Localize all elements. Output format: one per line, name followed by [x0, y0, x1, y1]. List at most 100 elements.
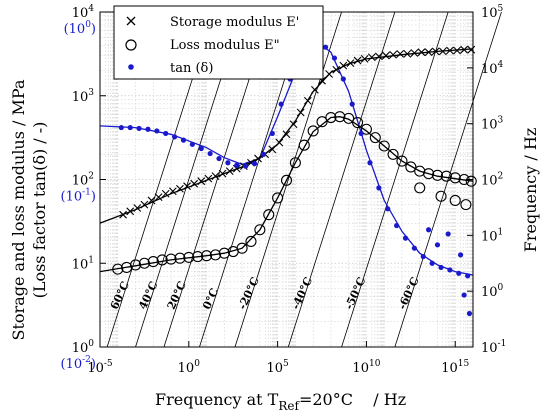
data-point-circle — [460, 199, 472, 211]
fit-curve — [99, 116, 474, 273]
data-point-circle — [449, 172, 461, 184]
data-point-circle — [449, 194, 461, 206]
data-point-x — [431, 47, 440, 56]
y-tan-tick-label: (100) — [64, 20, 96, 37]
y-left-tick-label: 102 — [72, 172, 94, 189]
data-point-circle — [465, 175, 477, 187]
data-point-circle — [378, 140, 390, 152]
data-point-circle — [414, 182, 426, 194]
data-point-dot — [163, 130, 169, 137]
data-point-x — [389, 50, 397, 59]
data-point-dot — [349, 101, 355, 107]
data-point-dot — [243, 163, 249, 169]
data-point-dot — [425, 227, 432, 233]
data-series — [112, 42, 477, 317]
data-point-x — [460, 45, 469, 54]
y-axis-label-right: Frequency / Hz — [521, 128, 540, 252]
series-circle — [112, 111, 477, 275]
data-point-dot — [118, 124, 124, 131]
data-point-circle — [369, 132, 381, 144]
x-axis-label-tail: =20°C / Hz — [299, 390, 406, 409]
x-tick-label: 105 — [266, 359, 289, 376]
isotherm-line — [287, 11, 396, 348]
data-point-x — [374, 52, 383, 61]
legend-marker-dot — [128, 64, 134, 70]
legend-box — [113, 5, 324, 80]
data-point-x — [140, 200, 149, 209]
data-point-circle — [316, 116, 328, 128]
data-point-dot — [402, 235, 409, 241]
data-point-x — [424, 48, 433, 57]
data-point-x — [183, 182, 191, 191]
data-point-dot — [445, 231, 451, 237]
data-point-x — [275, 138, 284, 147]
data-point-circle — [245, 235, 257, 248]
data-point-dot — [260, 151, 267, 157]
isotherm-label: -40°C — [289, 275, 315, 312]
x-tick-label: 1010 — [352, 359, 380, 376]
data-point-circle — [387, 148, 399, 160]
data-point-circle — [192, 250, 204, 263]
data-point-x — [453, 46, 461, 55]
data-point-dot — [127, 124, 133, 131]
data-point-dot — [411, 245, 417, 251]
data-point-circle — [272, 192, 284, 204]
data-point-circle — [334, 111, 346, 123]
x-tick-label: 10-5 — [87, 359, 113, 376]
legend-marker-x — [126, 16, 136, 26]
y-right-tick-label: 101 — [481, 227, 503, 244]
data-point-dot — [461, 292, 467, 298]
data-point-circle — [431, 169, 444, 181]
legend-label-tan: tan (δ) — [170, 61, 213, 76]
data-point-circle — [280, 174, 293, 186]
isotherm-label: -20°C — [236, 275, 262, 312]
data-point-x — [467, 45, 476, 54]
data-point-x — [119, 210, 127, 219]
data-point-circle — [129, 259, 142, 271]
data-point-x — [346, 59, 355, 67]
data-point-dot — [466, 310, 473, 317]
data-point-x — [446, 46, 454, 55]
fit-curve — [99, 44, 474, 276]
data-point-circle — [396, 155, 408, 167]
data-point-dot — [145, 126, 151, 132]
x-axis-label-main: Frequency at T — [155, 390, 279, 409]
data-point-x — [438, 47, 447, 56]
data-point-dot — [172, 134, 178, 140]
y-tan-tick-label: (10-2) — [61, 355, 96, 372]
data-point-circle — [289, 157, 301, 169]
data-point-x — [190, 179, 199, 188]
data-point-dot — [367, 160, 373, 166]
data-point-x — [360, 55, 369, 63]
data-point-x — [268, 145, 277, 154]
y-left-tick-label: 104 — [72, 4, 95, 21]
data-point-circle — [405, 161, 417, 173]
y-left-tick-label: 103 — [72, 88, 95, 105]
y-right-tick-label: 102 — [481, 172, 503, 189]
data-point-x — [225, 167, 234, 176]
data-point-circle — [440, 170, 452, 182]
data-point-x — [410, 49, 419, 57]
x-tick-label: 100 — [178, 359, 201, 376]
data-point-circle — [351, 117, 364, 129]
data-point-x — [417, 48, 426, 57]
data-point-x — [311, 85, 319, 94]
data-point-circle — [147, 256, 159, 268]
data-point-x — [154, 193, 163, 201]
data-point-x — [332, 65, 341, 74]
data-point-dot — [322, 44, 329, 50]
legend-label-loss: Loss modulus E" — [170, 38, 280, 53]
data-point-circle — [201, 250, 213, 262]
data-point-dot — [465, 273, 471, 279]
y-right-tick-label: 105 — [481, 4, 504, 21]
data-point-circle — [218, 247, 230, 259]
fit-curves — [99, 44, 474, 276]
data-point-dot — [136, 125, 142, 132]
data-point-circle — [263, 209, 275, 221]
isotherm-line — [341, 11, 449, 348]
data-point-dot — [394, 222, 400, 229]
data-point-x — [353, 56, 362, 65]
data-point-circle — [343, 112, 355, 124]
data-point-x — [339, 61, 348, 70]
